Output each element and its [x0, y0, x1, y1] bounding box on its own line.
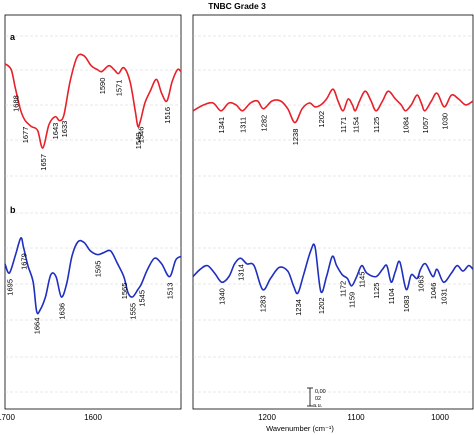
peak-label: 1549: [134, 133, 143, 150]
peak-label: 1159: [348, 292, 357, 308]
peak-label: 1340: [218, 288, 227, 305]
x-tick-label: 1100: [347, 413, 365, 422]
peak-label: 1664: [33, 318, 42, 335]
x-axis-label: Wavenumber (cm⁻¹): [266, 424, 334, 433]
peak-label: 1590: [98, 78, 107, 95]
peak-label: 1171: [339, 117, 348, 133]
peak-label: 1046: [429, 283, 438, 300]
peak-label: 1057: [421, 117, 430, 134]
spectrum-line-a-left: [4, 53, 182, 149]
scale-bar-unit: a.u.: [313, 403, 323, 409]
peak-label: 1341: [217, 117, 226, 134]
peak-label: 1154: [351, 117, 360, 133]
peak-label: 1083: [402, 296, 411, 313]
peak-label: 1104: [387, 288, 396, 304]
peak-label: 1679: [20, 253, 29, 270]
grid-lines: [5, 35, 473, 393]
spectrum-line-b-right: [192, 243, 474, 295]
peak-label: 1125: [372, 283, 381, 299]
peak-label: 1202: [317, 111, 326, 128]
peak-label: 1555: [129, 303, 138, 320]
spectrum-line-b-left: [4, 237, 182, 315]
peak-label: 1546: [137, 127, 146, 144]
peak-label: 1282: [259, 115, 268, 132]
peak-label: 1030: [440, 113, 449, 130]
peak-label: 1234: [294, 299, 303, 316]
x-tick-label: 1200: [258, 413, 276, 422]
peak-label: 1695: [5, 279, 14, 296]
peak-label: 1643: [51, 123, 60, 140]
left-plot-frame: [4, 14, 182, 410]
peak-label: 1516: [163, 107, 172, 124]
x-tick-label: 1000: [431, 413, 449, 422]
peak-label: 1545: [137, 290, 146, 307]
peak-label: 1084: [402, 117, 411, 134]
peak-label: 1125: [372, 117, 381, 133]
peak-label: 1595: [93, 261, 102, 278]
peak-label: 1238: [291, 129, 300, 146]
peak-label: 1565: [120, 283, 129, 300]
peak-label: 1677: [21, 127, 30, 144]
peak-label: 1145: [358, 272, 367, 288]
peak-label: 1311: [239, 117, 248, 133]
peak-label: 1633: [60, 121, 69, 138]
peak-label: 1314: [236, 264, 245, 281]
peak-label: 1513: [166, 283, 175, 300]
scale-bar: 0,00 02 a.u.: [307, 387, 326, 409]
peak-label: 1202: [317, 297, 326, 314]
peak-label: 1283: [259, 296, 268, 313]
spectrum-line-a-right: [192, 88, 474, 124]
x-tick-label: 1600: [84, 413, 102, 422]
peak-label: 1636: [57, 303, 66, 320]
plot-frames: [4, 14, 474, 410]
panel-label-a: a: [10, 32, 16, 42]
right-plot-frame: [192, 14, 474, 410]
panel-label-b: b: [10, 205, 16, 215]
peak-label: 1063: [417, 275, 426, 292]
peak-label: 1172: [338, 281, 347, 297]
peak-label: 1571: [115, 80, 124, 97]
peak-label: 1657: [39, 154, 48, 171]
peak-label: 1031: [440, 288, 449, 305]
scale-bar-value2: 02: [315, 396, 321, 402]
scale-bar-value: 0,00: [315, 389, 326, 395]
peak-label: 1688: [12, 95, 21, 112]
spectra: [4, 53, 474, 315]
chart-title: TNBC Grade 3: [208, 1, 266, 11]
